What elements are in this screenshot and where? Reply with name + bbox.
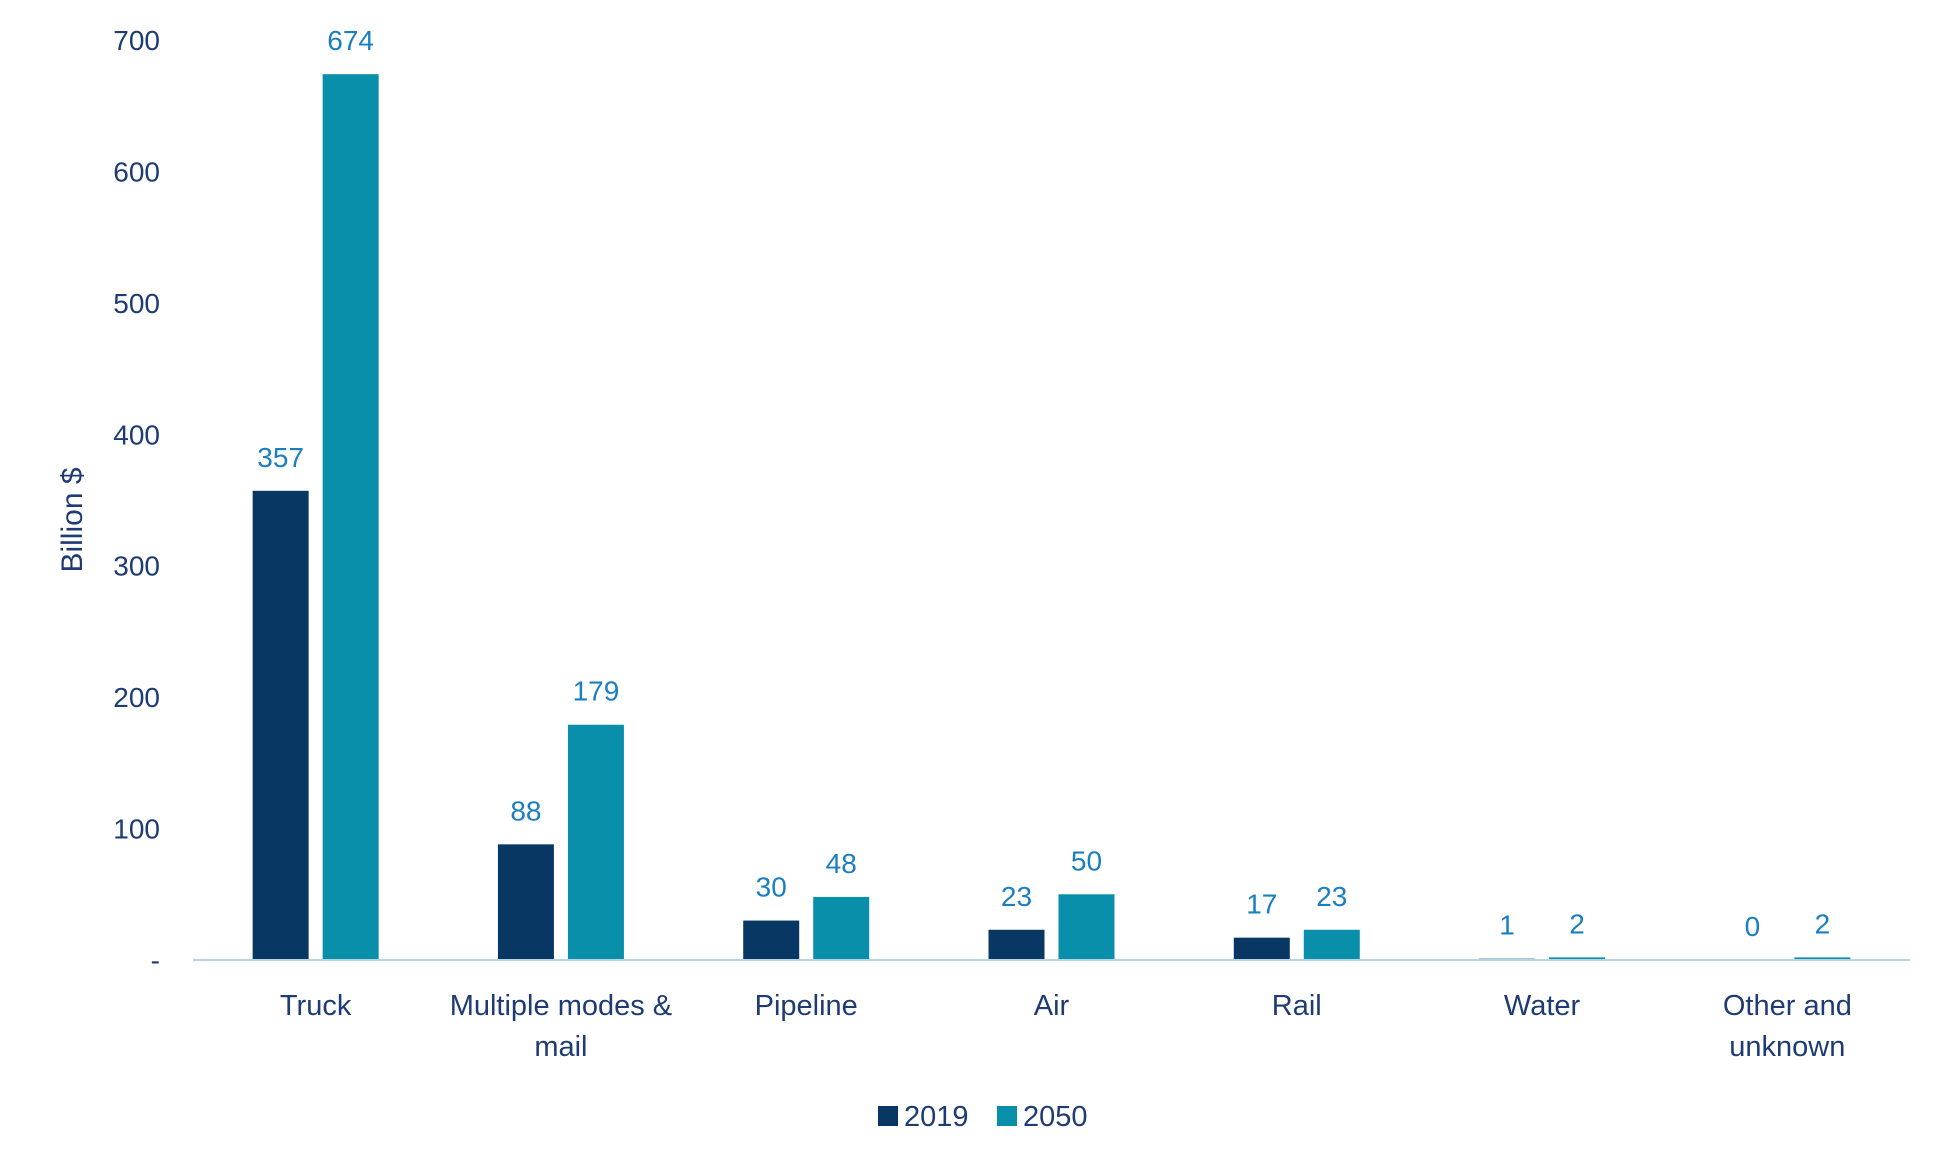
y-tick-label: 300 <box>113 551 160 582</box>
data-label-2050: 179 <box>573 676 620 707</box>
x-tick-label: Air <box>1034 990 1070 1022</box>
bar-2050 <box>1794 957 1851 960</box>
legend: 2019 2050 <box>878 1101 1088 1133</box>
data-label-2019: 17 <box>1246 889 1277 920</box>
data-label-2019: 0 <box>1745 911 1761 942</box>
y-tick-label: 500 <box>113 288 160 319</box>
data-label-2019: 357 <box>257 442 304 473</box>
x-tick-label: Other and <box>1723 990 1852 1022</box>
x-axis: Truck Multiple modes & mail Pipeline Air Rail… <box>280 990 1852 1063</box>
bar-2050 <box>1058 894 1115 960</box>
bar-2050 <box>322 74 379 960</box>
y-tick-label: 700 <box>113 25 160 56</box>
y-tick-label: - <box>151 945 160 976</box>
data-label-2050: 674 <box>327 25 374 56</box>
x-tick-label: Multiple modes & <box>450 990 672 1022</box>
legend-swatch-2019 <box>878 1106 898 1126</box>
data-label-2050: 48 <box>826 848 857 879</box>
legend-label-2050: 2050 <box>1023 1101 1088 1133</box>
x-tick-label: Rail <box>1272 990 1322 1022</box>
y-tick-label: 600 <box>113 156 160 187</box>
x-tick-label: unknown <box>1729 1031 1845 1063</box>
data-label-2019: 23 <box>1001 881 1032 912</box>
y-tick-label: 400 <box>113 419 160 450</box>
data-label-2050: 23 <box>1316 881 1347 912</box>
x-tick-label: Pipeline <box>755 990 858 1022</box>
y-tick-label: 100 <box>113 814 160 845</box>
legend-label-2019: 2019 <box>904 1101 969 1133</box>
bar-2050 <box>1549 957 1606 960</box>
bar-2019 <box>1233 937 1290 960</box>
x-tick-label: Truck <box>280 990 352 1022</box>
x-tick-label: Water <box>1504 990 1581 1022</box>
data-label-2019: 30 <box>756 872 787 903</box>
data-label-2050: 2 <box>1815 908 1831 939</box>
data-label-2019: 88 <box>510 795 541 826</box>
data-label-2050: 50 <box>1071 845 1102 876</box>
legend-swatch-2050 <box>997 1106 1017 1126</box>
bar-2019 <box>252 490 309 960</box>
data-label-2019: 1 <box>1499 910 1515 941</box>
bar-2050 <box>1303 929 1360 960</box>
bar-2019 <box>743 920 800 960</box>
bar-2050 <box>567 724 624 960</box>
data-label-2050: 2 <box>1569 908 1585 939</box>
bar-2019 <box>497 844 554 960</box>
x-tick-label: mail <box>534 1031 587 1063</box>
bars <box>252 74 1851 960</box>
bar-2019 <box>988 929 1045 960</box>
y-axis: - 100 200 300 400 500 600 700 <box>113 25 160 976</box>
data-labels: 357 674 88 179 30 48 23 50 17 23 1 2 0 2 <box>257 25 1830 942</box>
y-axis-label: Billion $ <box>56 467 89 572</box>
bar-2050 <box>813 896 870 960</box>
y-tick-label: 200 <box>113 682 160 713</box>
